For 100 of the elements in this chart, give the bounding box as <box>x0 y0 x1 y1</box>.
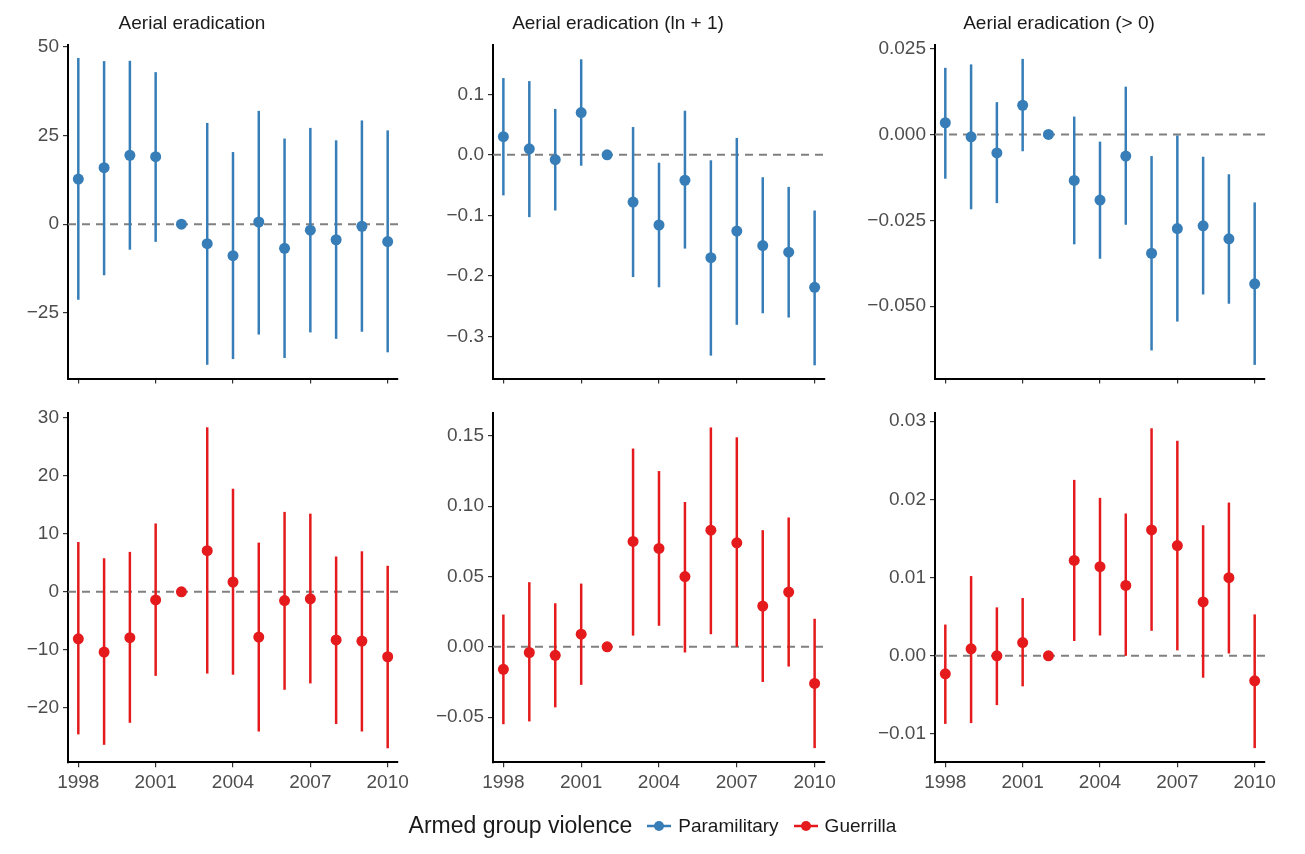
point <box>757 240 769 252</box>
y-tick-label: 25 <box>37 123 59 145</box>
y-tick-label: 0.01 <box>889 565 926 587</box>
point <box>991 650 1003 662</box>
y-tick-label: 0.05 <box>447 564 484 586</box>
point <box>227 576 239 588</box>
point <box>679 571 691 583</box>
point <box>1223 572 1235 584</box>
point <box>679 174 691 186</box>
point <box>1094 194 1106 206</box>
point <box>1249 278 1261 290</box>
point <box>965 131 977 143</box>
y-tick-label: −0.1 <box>446 203 484 225</box>
point <box>939 668 951 680</box>
point <box>991 147 1003 159</box>
point <box>653 219 665 231</box>
y-tick-label: 20 <box>37 464 59 486</box>
point <box>279 595 291 607</box>
y-tick-label: 0.10 <box>447 494 484 516</box>
x-tick-label: 2007 <box>715 770 758 792</box>
x-tick-label: 2010 <box>1233 770 1276 792</box>
point <box>965 643 977 655</box>
y-tick-label: 0.00 <box>889 644 926 666</box>
point <box>1120 579 1132 591</box>
point <box>227 250 239 262</box>
y-tick-label: −0.01 <box>877 722 926 744</box>
point <box>1171 540 1183 552</box>
y-tick-label: 0.15 <box>447 424 484 446</box>
y-tick-label: 0 <box>48 212 59 234</box>
x-tick-label: 2010 <box>366 770 409 792</box>
y-tick-label: −20 <box>26 695 59 717</box>
point <box>1197 596 1209 608</box>
point <box>124 149 136 161</box>
point <box>1120 150 1132 162</box>
point <box>653 542 665 554</box>
point <box>330 234 342 246</box>
point <box>523 143 535 155</box>
y-tick-label: −0.05 <box>435 705 484 727</box>
y-tick-label: 0.00 <box>447 635 484 657</box>
y-tick-label: 0.0 <box>457 143 484 165</box>
y-tick-label: 0.1 <box>457 82 484 104</box>
point <box>1223 233 1235 245</box>
point <box>601 641 613 653</box>
point <box>601 149 613 161</box>
point <box>757 600 769 612</box>
x-tick-label: 1998 <box>57 770 100 792</box>
point <box>356 635 368 647</box>
chart-title: Aerial eradication <box>118 11 266 33</box>
point <box>279 242 291 254</box>
y-tick-label: 0.000 <box>878 122 926 144</box>
point <box>1094 561 1106 573</box>
point <box>783 246 795 258</box>
point <box>1042 128 1054 140</box>
point <box>201 238 213 250</box>
point <box>72 173 84 185</box>
point <box>382 651 394 663</box>
y-tick-label: 50 <box>37 34 59 56</box>
point <box>201 545 213 557</box>
point <box>1249 675 1261 687</box>
y-tick-label: 0.02 <box>889 487 926 509</box>
point <box>939 117 951 129</box>
point <box>809 281 821 293</box>
legend-label: Paramilitary <box>678 814 779 837</box>
y-tick-label: 0.03 <box>889 409 926 431</box>
point <box>253 216 265 228</box>
y-tick-label: −0.3 <box>446 324 484 346</box>
x-tick-label: 2010 <box>793 770 836 792</box>
x-tick-label: 2001 <box>1001 770 1044 792</box>
point <box>150 151 162 163</box>
point <box>549 649 561 661</box>
chart-title: Aerial eradication (> 0) <box>963 11 1155 33</box>
y-tick-label: 30 <box>37 406 59 428</box>
legend-label: Guerrilla <box>824 814 897 837</box>
point <box>72 633 84 645</box>
point <box>627 535 639 547</box>
x-tick-label: 2004 <box>637 770 681 792</box>
point <box>330 634 342 646</box>
x-tick-label: 2001 <box>560 770 603 792</box>
point <box>1197 220 1209 232</box>
point <box>809 677 821 689</box>
x-tick-label: 1998 <box>482 770 525 792</box>
legend-title: Armed group violence <box>408 812 633 839</box>
point <box>731 537 743 549</box>
point <box>1068 554 1080 566</box>
point <box>175 218 187 230</box>
point <box>497 131 509 143</box>
y-tick-label: −0.2 <box>446 264 484 286</box>
x-tick-label: 2007 <box>1156 770 1199 792</box>
point <box>150 594 162 606</box>
point <box>1017 637 1029 649</box>
point <box>98 646 110 658</box>
point <box>304 593 316 605</box>
point <box>304 224 316 236</box>
point <box>1042 650 1054 662</box>
point <box>497 663 509 675</box>
x-tick-label: 2004 <box>211 770 255 792</box>
point <box>356 220 368 232</box>
y-tick-label: 10 <box>37 522 59 544</box>
y-tick-label: −25 <box>26 301 59 323</box>
chart-title: Aerial eradication (ln + 1) <box>512 11 724 33</box>
